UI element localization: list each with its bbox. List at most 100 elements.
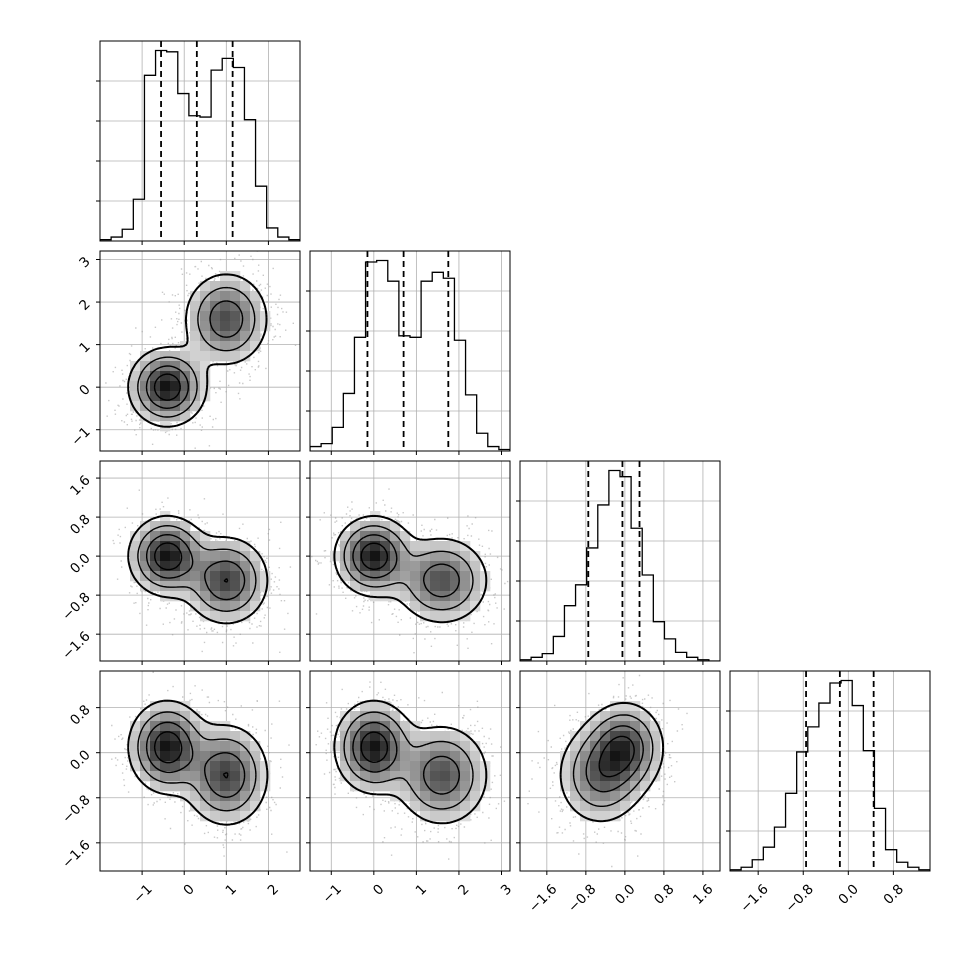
density-cell bbox=[340, 721, 351, 732]
density-cell bbox=[210, 731, 221, 742]
density-cell bbox=[470, 551, 481, 562]
density-cell bbox=[450, 571, 461, 582]
density-cell bbox=[210, 561, 221, 572]
contour-line bbox=[598, 735, 635, 778]
density-cell bbox=[210, 571, 221, 582]
density-cell bbox=[160, 371, 171, 382]
density-cell bbox=[130, 741, 141, 752]
density-cell bbox=[400, 771, 411, 782]
density-cell bbox=[210, 291, 221, 302]
density-cell bbox=[180, 551, 191, 562]
density-cell bbox=[240, 801, 251, 812]
density-cell bbox=[620, 761, 631, 772]
density-cell bbox=[650, 741, 661, 752]
density-cell bbox=[640, 751, 651, 762]
density-cell bbox=[390, 761, 401, 772]
y-tick-label: −1.6 bbox=[59, 837, 93, 871]
density-cell bbox=[430, 771, 441, 782]
density-cell bbox=[130, 541, 141, 552]
density-cell bbox=[190, 401, 201, 412]
density-cell bbox=[600, 811, 611, 822]
density-cell bbox=[370, 541, 381, 552]
density-cell bbox=[580, 741, 591, 752]
panel-frame bbox=[519, 670, 721, 872]
density-cell bbox=[190, 321, 201, 332]
density-cell bbox=[170, 761, 181, 772]
density-cell bbox=[150, 581, 161, 592]
density-cell bbox=[440, 741, 451, 752]
density-cell bbox=[160, 721, 171, 732]
density-cell bbox=[180, 521, 191, 532]
density-cell bbox=[220, 311, 231, 322]
density-cell bbox=[460, 571, 471, 582]
density-cell bbox=[140, 731, 151, 742]
density-cell bbox=[240, 601, 251, 612]
density-cell bbox=[370, 561, 381, 572]
density-cell bbox=[200, 581, 211, 592]
density-cell bbox=[210, 751, 221, 762]
density-cell bbox=[600, 721, 611, 732]
density-cell bbox=[210, 581, 221, 592]
density-cell bbox=[210, 341, 221, 352]
density-cell bbox=[200, 281, 211, 292]
density-cell bbox=[200, 811, 211, 822]
density-cell bbox=[140, 361, 151, 372]
density-cell bbox=[160, 731, 171, 742]
density-cell bbox=[180, 531, 191, 542]
density-cell bbox=[570, 741, 581, 752]
density-cell bbox=[350, 711, 361, 722]
density-cell bbox=[460, 731, 471, 742]
density-cell bbox=[420, 541, 431, 552]
density-cell bbox=[430, 791, 441, 802]
density-cell bbox=[240, 311, 251, 322]
density-cell bbox=[130, 371, 141, 382]
density-cell bbox=[240, 331, 251, 342]
density-cell bbox=[160, 761, 171, 772]
density-cell bbox=[210, 791, 221, 802]
density-cell bbox=[200, 331, 211, 342]
density-cell bbox=[240, 751, 251, 762]
y-tick-label: 2 bbox=[76, 296, 93, 313]
density-cell bbox=[380, 521, 391, 532]
density-cell bbox=[580, 801, 591, 812]
panel-2-1 bbox=[306, 460, 511, 665]
density-cell bbox=[230, 571, 241, 582]
density-cell bbox=[200, 801, 211, 812]
density-cell bbox=[250, 801, 261, 812]
x-tick-label: −1 bbox=[319, 881, 344, 906]
density-cell bbox=[210, 771, 221, 782]
density-cell bbox=[400, 781, 411, 792]
density-cell bbox=[170, 771, 181, 782]
density-cell bbox=[410, 771, 421, 782]
contour-line bbox=[153, 373, 181, 401]
density-cell bbox=[460, 791, 471, 802]
density-cell bbox=[420, 751, 431, 762]
density-cell bbox=[220, 791, 231, 802]
panel-1-1 bbox=[306, 250, 511, 455]
density-cell bbox=[140, 771, 151, 782]
density-cell bbox=[200, 381, 211, 392]
density-cell bbox=[160, 741, 171, 752]
density-cell bbox=[150, 781, 161, 792]
density-cell bbox=[240, 301, 251, 312]
density-cell bbox=[190, 731, 201, 742]
density-cell bbox=[250, 291, 261, 302]
density-cell bbox=[210, 311, 221, 322]
density-cell bbox=[150, 401, 161, 412]
density-cell bbox=[250, 781, 261, 792]
density-cell bbox=[360, 721, 371, 732]
density-cell bbox=[460, 551, 471, 562]
density-cell bbox=[420, 591, 431, 602]
density-cell bbox=[600, 781, 611, 792]
density-cell bbox=[350, 531, 361, 542]
density-cell bbox=[610, 761, 621, 772]
y-tick-label: 3 bbox=[76, 254, 93, 271]
density-cell bbox=[380, 561, 391, 572]
density-cell bbox=[190, 531, 201, 542]
density-cell bbox=[420, 771, 431, 782]
density-cell bbox=[200, 541, 211, 552]
density-cell bbox=[210, 741, 221, 752]
density-cell bbox=[180, 381, 191, 392]
density-cell bbox=[590, 751, 601, 762]
density-cell bbox=[240, 781, 251, 792]
